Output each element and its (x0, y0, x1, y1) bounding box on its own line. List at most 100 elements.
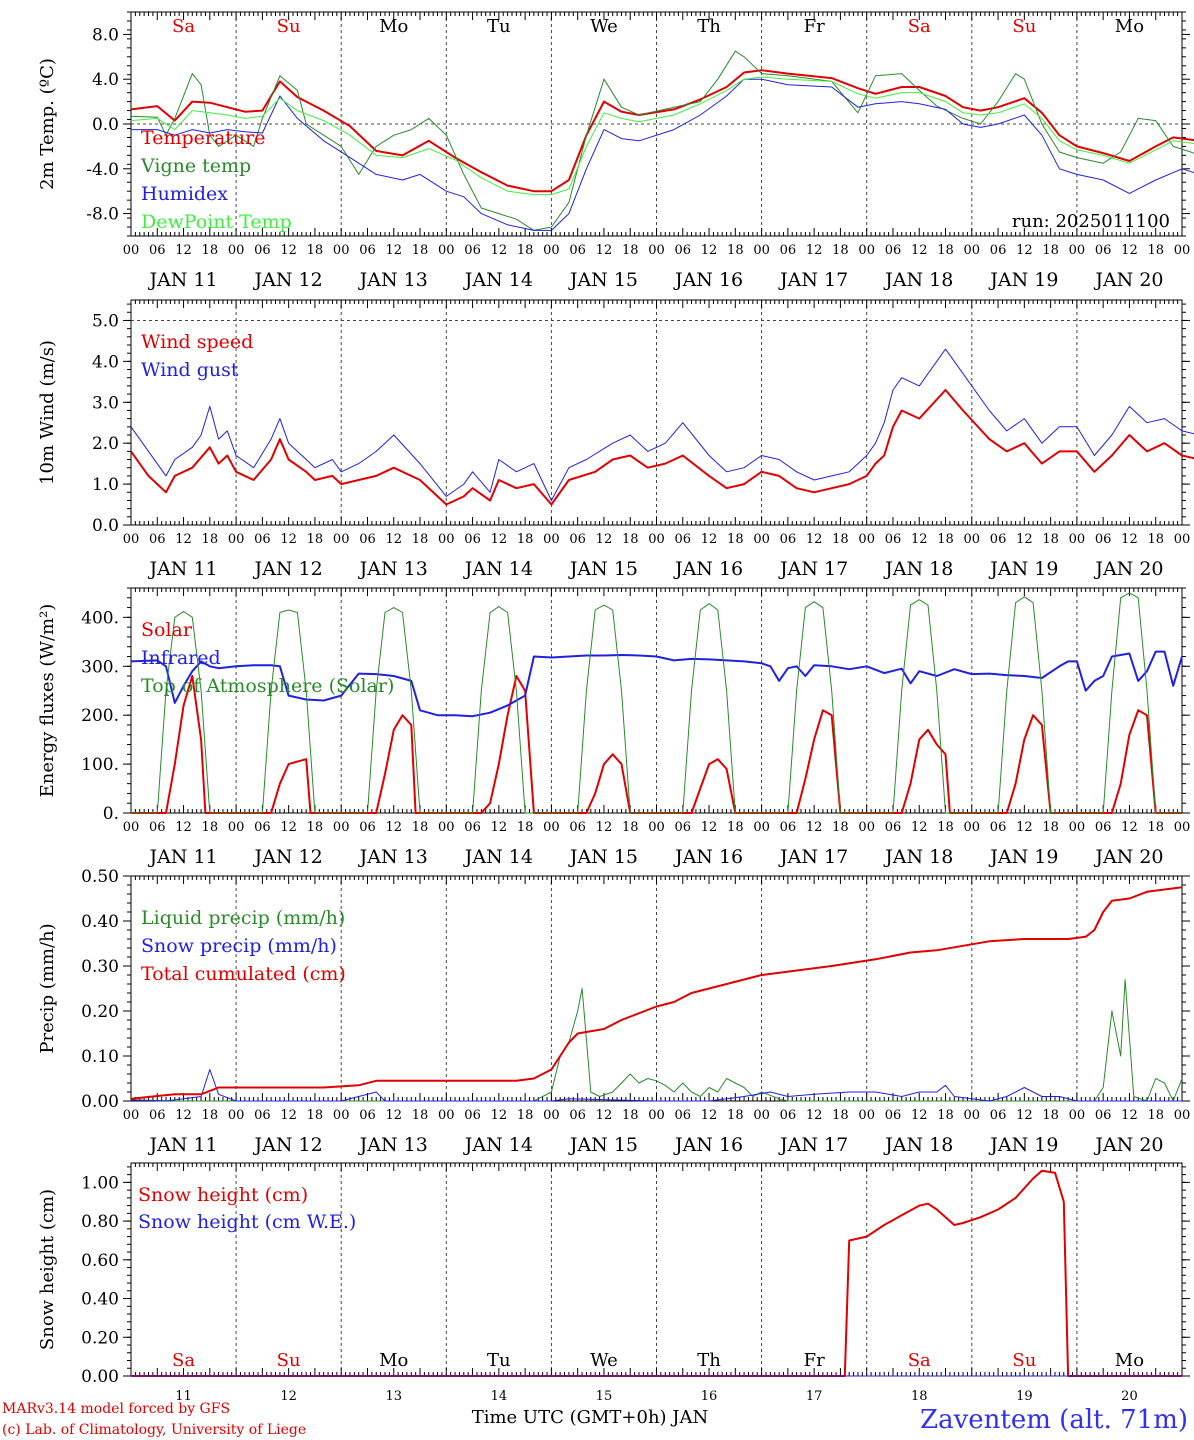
hour-tick-label: 12 (385, 532, 402, 547)
date-label: JAN 18 (883, 1134, 953, 1156)
series-line-humidex (131, 78, 1194, 231)
hour-tick-label: 18 (307, 532, 324, 547)
weekday-label: Sa (908, 1350, 931, 1371)
weekday-label: Mo (379, 16, 408, 37)
hour-tick-label: 18 (1147, 243, 1164, 258)
day-number-label: 17 (806, 1389, 823, 1404)
hour-tick-label: 18 (1042, 1108, 1059, 1123)
hour-tick-label: 06 (359, 820, 376, 835)
day-number-label: 13 (385, 1389, 402, 1404)
y-tick-label: 100. (81, 755, 119, 775)
weekday-label: We (590, 1350, 618, 1371)
hour-tick-label: 06 (885, 243, 902, 258)
date-label: JAN 15 (568, 558, 638, 580)
hour-tick-label: 06 (149, 243, 166, 258)
hour-tick-label: 12 (491, 820, 508, 835)
hour-tick-label: 00 (438, 1108, 455, 1123)
hour-tick-label: 00 (964, 1108, 981, 1123)
hour-tick-label: 06 (780, 820, 797, 835)
hour-tick-label: 12 (701, 820, 718, 835)
legend-entry: DewPoint Temp (141, 211, 292, 233)
hour-tick-label: 00 (753, 1108, 770, 1123)
date-label: JAN 15 (568, 269, 638, 291)
hour-tick-label: 18 (1042, 532, 1059, 547)
hour-tick-label: 12 (596, 820, 613, 835)
y-tick-label: 0.50 (81, 867, 119, 887)
date-label: JAN 12 (253, 1134, 323, 1156)
legend-entry: Humidex (141, 183, 228, 205)
date-label: JAN 20 (1093, 558, 1163, 580)
hour-tick-label: 06 (569, 243, 586, 258)
hour-tick-label: 00 (648, 820, 665, 835)
date-label: JAN 19 (988, 846, 1058, 868)
hour-tick-label: 12 (1121, 820, 1138, 835)
weekday-label: Sa (908, 16, 931, 37)
hour-tick-label: 06 (254, 532, 271, 547)
hour-tick-label: 12 (175, 1108, 192, 1123)
time-axis-label: Time UTC (GMT+0h) JAN (472, 1407, 709, 1428)
hour-tick-label: 06 (1095, 532, 1112, 547)
y-tick-label: 4.0 (92, 352, 119, 372)
y-axis-label: Snow height (cm) (37, 1189, 58, 1350)
hour-tick-label: 12 (280, 820, 297, 835)
credit-line-2: (c) Lab. of Climatology, University of L… (2, 1422, 306, 1438)
weekday-label: Su (1012, 1350, 1036, 1371)
hour-tick-label: 18 (727, 1108, 744, 1123)
series-line-infrared (130, 650, 1183, 718)
hour-tick-label: 18 (832, 1108, 849, 1123)
hour-tick-label: 00 (648, 243, 665, 258)
hour-tick-label: 12 (280, 532, 297, 547)
hour-tick-label: 06 (464, 243, 481, 258)
date-label: JAN 17 (778, 846, 848, 868)
hour-tick-label: 00 (1174, 1108, 1191, 1123)
hour-tick-label: 06 (780, 532, 797, 547)
hour-tick-label: 12 (280, 243, 297, 258)
date-label: JAN 14 (463, 846, 533, 868)
hour-tick-label: 18 (1042, 243, 1059, 258)
date-label: JAN 14 (463, 1134, 533, 1156)
hour-tick-label: 00 (648, 532, 665, 547)
hour-tick-label: 00 (333, 820, 350, 835)
hour-tick-label: 00 (1069, 532, 1086, 547)
weekday-label: Tu (487, 1350, 511, 1371)
hour-tick-label: 00 (123, 820, 140, 835)
y-tick-label: 0.0 (92, 115, 119, 135)
weekday-label: Th (697, 16, 721, 37)
hour-tick-label: 12 (596, 1108, 613, 1123)
hour-tick-label: 06 (149, 532, 166, 547)
hour-tick-label: 18 (832, 820, 849, 835)
y-tick-label: 0.00 (81, 1367, 119, 1387)
date-label: JAN 14 (463, 558, 533, 580)
day-number-label: 16 (701, 1389, 718, 1404)
plot-frame (130, 299, 1183, 526)
legend-entry: Infrared (141, 647, 221, 669)
weekday-label: Su (1012, 16, 1036, 37)
date-label: JAN 12 (253, 269, 323, 291)
legend-entry: Wind gust (141, 359, 239, 381)
hour-tick-label: 00 (228, 1108, 245, 1123)
hour-tick-label: 18 (1147, 532, 1164, 547)
weekday-label: Mo (1115, 16, 1144, 37)
day-number-label: 12 (280, 1389, 297, 1404)
y-tick-label: 3.0 (92, 393, 119, 413)
date-label: JAN 11 (147, 269, 217, 291)
y-tick-label: 0.0 (92, 516, 119, 536)
legend-entry: Snow precip (mm/h) (141, 935, 337, 957)
weekday-label: We (590, 16, 618, 37)
hour-tick-label: 12 (175, 820, 192, 835)
hour-tick-label: 12 (1016, 243, 1033, 258)
panel-snow: 0.00 0.20 0.40 0.60 0.80 1.00 Snow height (cm)… (37, 1162, 1190, 1404)
hour-tick-label: 18 (832, 243, 849, 258)
panel-energy: 0. 100. 200. 300. 400. Energy fluxes (W/m²) So… (37, 587, 1190, 868)
hour-tick-label: 12 (806, 820, 823, 835)
hour-tick-label: 00 (858, 532, 875, 547)
weekday-label: Mo (379, 1350, 408, 1371)
y-axis-label: Energy fluxes (W/m²) (37, 604, 58, 798)
hour-tick-label: 18 (307, 243, 324, 258)
hour-tick-label: 06 (569, 820, 586, 835)
weekday-label: Mo (1115, 1350, 1144, 1371)
hour-tick-label: 06 (464, 1108, 481, 1123)
hour-tick-label: 12 (1016, 820, 1033, 835)
panel-temperature: -8.0 -4.0 0.0 4.0 8.0 2m Temp. (ºC) Temperatur… (37, 11, 1194, 291)
weekday-label: Tu (487, 16, 511, 37)
